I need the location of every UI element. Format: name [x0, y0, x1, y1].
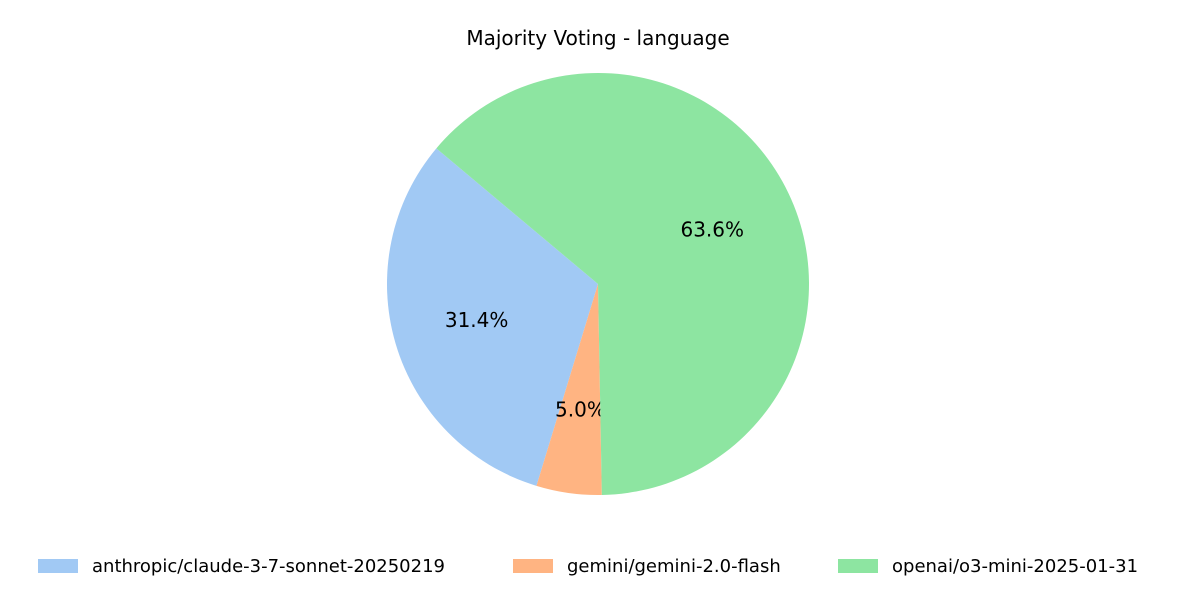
- legend-label-claude: anthropic/claude-3-7-sonnet-20250219: [92, 555, 445, 577]
- legend-swatch-gemini: [513, 559, 553, 573]
- legend: anthropic/claude-3-7-sonnet-20250219 gem…: [0, 552, 1196, 580]
- pie-label-openai: 63.6%: [680, 217, 744, 241]
- legend-label-openai: openai/o3-mini-2025-01-31: [892, 555, 1139, 577]
- legend-swatch-openai: [838, 559, 878, 573]
- legend-label-gemini: gemini/gemini-2.0-flash: [567, 555, 781, 577]
- pie-slice-gemini: [536, 284, 602, 495]
- pie-label-claude: 31.4%: [445, 308, 509, 332]
- pie-slice-openai: [436, 72, 809, 495]
- legend-item-claude: anthropic/claude-3-7-sonnet-20250219: [38, 552, 445, 580]
- legend-swatch-claude: [38, 559, 78, 573]
- legend-item-openai: openai/o3-mini-2025-01-31: [838, 552, 1138, 580]
- pie-label-gemini: 5.0%: [555, 397, 606, 421]
- chart-title: Majority Voting - language: [466, 26, 730, 50]
- pie-slice-claude: [386, 148, 598, 486]
- legend-item-gemini: gemini/gemini-2.0-flash: [513, 552, 781, 580]
